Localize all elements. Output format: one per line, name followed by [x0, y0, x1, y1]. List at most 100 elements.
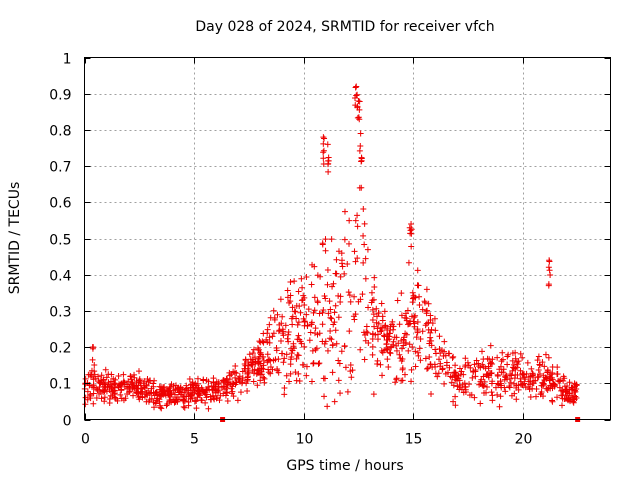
data-point: [360, 232, 367, 239]
data-point: [315, 360, 322, 367]
data-point: [289, 313, 296, 320]
data-point: [298, 340, 305, 347]
data-point: [509, 367, 516, 374]
data-point: [293, 377, 300, 384]
data-point: [316, 360, 323, 367]
data-point: [338, 250, 345, 257]
data-point: [310, 360, 317, 367]
data-point: [309, 347, 316, 354]
data-point: [413, 334, 420, 341]
data-point: [306, 337, 313, 344]
data-point: [332, 327, 339, 334]
data-point: [489, 397, 496, 404]
data-point: [255, 355, 262, 362]
data-point: [322, 338, 329, 345]
data-point: [283, 372, 290, 379]
data-point: [264, 330, 271, 337]
data-point: [303, 372, 310, 379]
data-point: [362, 275, 369, 282]
data-point: [432, 370, 439, 377]
data-point: [568, 384, 575, 391]
data-point: [515, 358, 522, 365]
data-point: [466, 381, 473, 388]
data-point: [277, 338, 284, 345]
data-point: [291, 278, 298, 285]
data-point: [282, 322, 289, 329]
data-point: [560, 377, 567, 384]
data-point: [534, 374, 541, 381]
data-point: [102, 366, 109, 373]
data-point: [242, 367, 249, 374]
data-point: [317, 273, 324, 280]
data-point: [492, 384, 499, 391]
data-point: [415, 352, 422, 359]
data-point: [296, 303, 303, 310]
data-point: [321, 135, 328, 142]
data-point: [328, 236, 335, 243]
data-point: [359, 291, 366, 298]
data-point: [297, 309, 304, 316]
x-tick-label: 10: [296, 432, 314, 448]
data-point: [291, 308, 298, 315]
data-point: [513, 382, 520, 389]
data-point: [258, 365, 265, 372]
data-point: [285, 328, 292, 335]
data-point: [472, 373, 479, 380]
data-point: [566, 390, 573, 397]
data-point: [295, 370, 302, 377]
data-point: [529, 380, 536, 387]
data-point: [85, 371, 92, 378]
data-point: [327, 327, 334, 334]
data-point: [341, 236, 348, 243]
plot-frame: [84, 57, 611, 420]
data-point: [396, 321, 403, 328]
data-point: [172, 386, 179, 393]
data-point: [101, 398, 108, 405]
data-point: [257, 360, 264, 367]
data-point: [331, 398, 338, 405]
data-point: [450, 353, 457, 360]
data-point: [308, 319, 315, 326]
data-point: [532, 393, 539, 400]
data-point: [193, 405, 200, 412]
data-point: [224, 398, 231, 405]
data-point: [385, 364, 392, 371]
data-point: [158, 405, 165, 412]
x-tick-label: 5: [190, 432, 199, 448]
data-point: [213, 395, 220, 402]
data-point: [247, 356, 254, 363]
data-point: [100, 376, 107, 383]
data-point: [82, 401, 89, 408]
data-point: [412, 348, 419, 355]
data-point: [153, 389, 160, 396]
data-point: [322, 236, 329, 243]
data-point: [301, 318, 308, 325]
data-point: [124, 383, 131, 390]
data-point: [373, 305, 380, 312]
data-point: [440, 353, 447, 360]
data-point: [108, 371, 115, 378]
data-point: [294, 321, 301, 328]
data-point: [381, 308, 388, 315]
data-point: [514, 372, 521, 379]
data-point: [551, 381, 558, 388]
data-point: [301, 301, 308, 308]
data-point: [562, 392, 569, 399]
y-axis-label: SRMTID / TECUs: [7, 182, 23, 295]
data-point: [368, 289, 375, 296]
data-point: [348, 374, 355, 381]
data-point: [408, 243, 415, 250]
data-point: [535, 353, 542, 360]
data-point: [374, 357, 381, 364]
data-point: [554, 394, 561, 401]
data-point: [260, 353, 267, 360]
data-point: [316, 330, 323, 337]
data-point: [364, 329, 371, 336]
data-point: [423, 365, 430, 372]
data-point: [266, 321, 273, 328]
data-point: [386, 336, 393, 343]
data-point: [319, 309, 326, 316]
data-point: [369, 351, 376, 358]
data-point: [91, 362, 98, 369]
data-point: [242, 356, 249, 363]
